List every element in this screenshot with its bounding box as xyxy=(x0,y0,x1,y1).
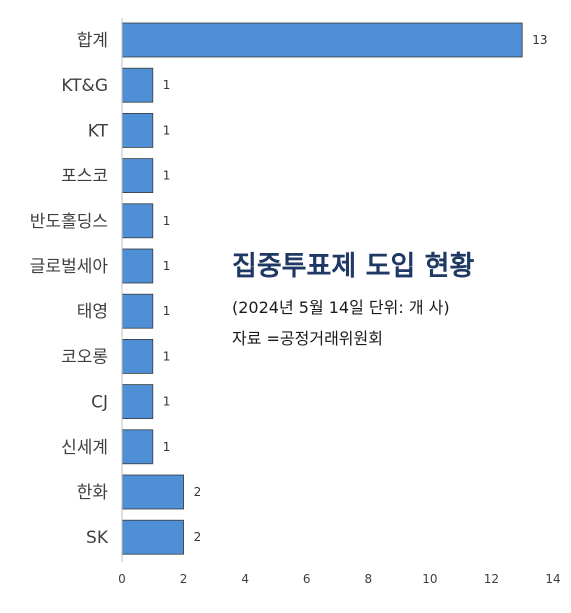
bar xyxy=(121,384,154,420)
category-label: 글로벌세아 xyxy=(30,257,109,277)
x-tick-label: 10 xyxy=(422,572,437,586)
data-label: 2 xyxy=(194,485,202,499)
data-label: 1 xyxy=(163,78,171,92)
bar xyxy=(121,113,154,148)
chart-source: 자료 =공정거래위원회 xyxy=(232,329,383,348)
bar xyxy=(121,248,154,284)
data-label: 1 xyxy=(163,169,171,183)
category-label: 반도홀딩스 xyxy=(30,212,108,232)
category-label: 코오롱 xyxy=(61,347,108,367)
bar xyxy=(121,158,154,194)
category-label: SK xyxy=(86,528,109,548)
category-label: KT&G xyxy=(61,76,108,96)
category-label: 합계 xyxy=(77,31,108,51)
x-tick-label: 12 xyxy=(484,572,499,586)
bar xyxy=(121,293,154,329)
chart-subtitle: (2024년 5월 14일 단위: 개 사) xyxy=(232,298,450,317)
bar xyxy=(121,203,154,239)
x-tick-label: 8 xyxy=(364,572,372,586)
x-tick-label: 6 xyxy=(303,572,311,586)
data-label: 13 xyxy=(532,33,547,47)
bar xyxy=(121,22,523,58)
bar xyxy=(121,474,184,510)
x-tick-label: 0 xyxy=(118,572,126,586)
bar xyxy=(121,429,154,465)
chart-title: 집중투표제 도입 현황 xyxy=(232,251,475,282)
category-label: 한화 xyxy=(77,483,109,503)
bar xyxy=(121,519,184,555)
category-label: 태영 xyxy=(77,302,108,322)
category-label: 포스코 xyxy=(61,167,108,187)
data-label: 1 xyxy=(163,349,171,363)
category-label: 신세계 xyxy=(61,438,108,458)
category-label: KT xyxy=(88,121,109,141)
data-label: 1 xyxy=(163,440,171,454)
data-label: 1 xyxy=(163,214,171,228)
bar xyxy=(121,338,154,374)
data-label: 2 xyxy=(194,530,202,544)
data-label: 1 xyxy=(163,123,171,137)
category-label: CJ xyxy=(91,393,108,413)
data-label: 1 xyxy=(163,304,171,318)
data-label: 1 xyxy=(163,259,171,273)
x-tick-label: 14 xyxy=(545,572,560,586)
x-tick-label: 2 xyxy=(180,572,188,586)
x-axis-ticks: 0 2 4 6 8 10 12 14 xyxy=(118,572,560,586)
bar xyxy=(121,67,154,103)
bar-group xyxy=(121,22,523,555)
value-labels: 13 1 1 1 1 1 1 1 1 1 2 2 xyxy=(163,33,548,544)
data-label: 1 xyxy=(163,395,171,409)
x-tick-label: 4 xyxy=(241,572,249,586)
